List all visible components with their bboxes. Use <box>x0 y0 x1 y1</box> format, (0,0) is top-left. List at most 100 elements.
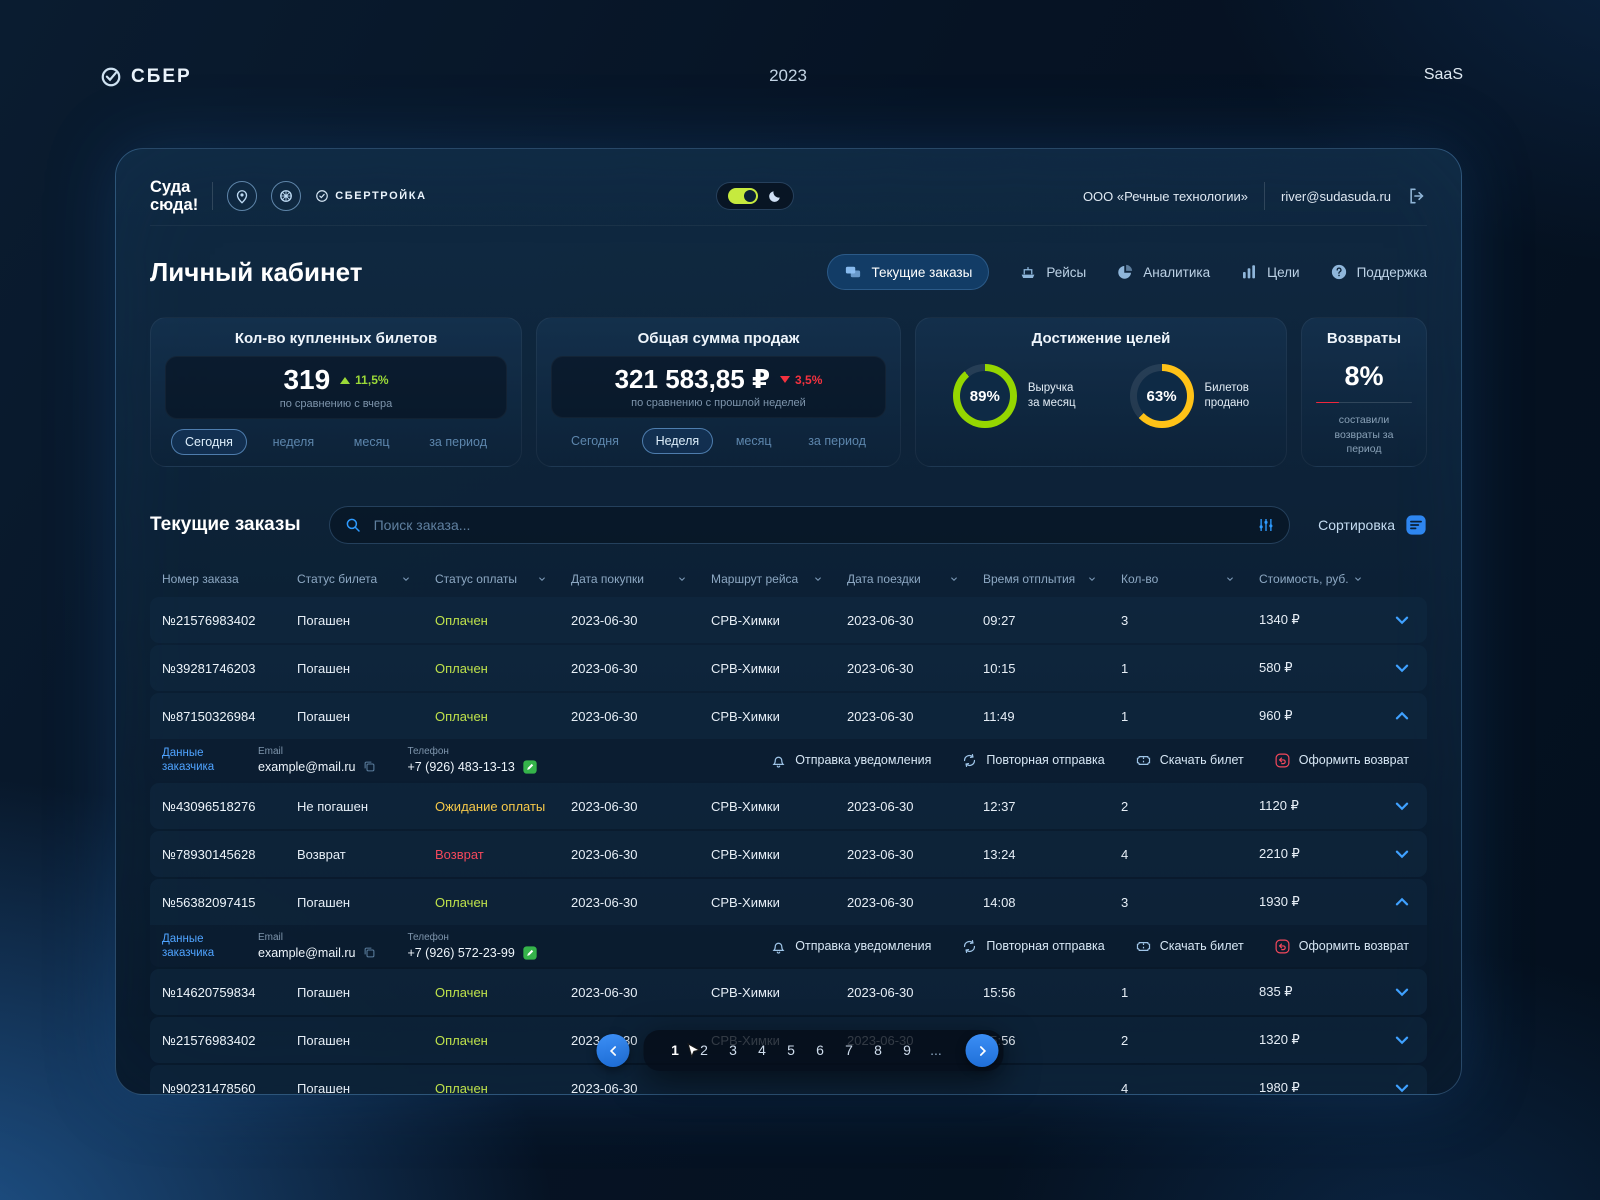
tab-analytics[interactable]: Аналитика <box>1116 263 1210 281</box>
expand-row-button[interactable] <box>1391 843 1413 865</box>
returns-stat-card: Возвраты 8% составили возвраты за период <box>1301 317 1427 467</box>
sort-control[interactable]: Сортировка <box>1318 514 1427 536</box>
column-header[interactable]: Дата поездки <box>847 572 983 586</box>
copy-icon[interactable] <box>362 759 377 774</box>
expand-row-button[interactable] <box>1391 609 1413 631</box>
page-1[interactable]: 1 <box>662 1034 689 1067</box>
order-row[interactable]: №14620759834 Погашен Оплачен 2023-06-30 СРВ-… <box>150 969 1427 1015</box>
expand-row-button[interactable] <box>1391 795 1413 817</box>
action-refund[interactable]: Оформить возврат <box>1274 752 1409 769</box>
purchase-date: 2023-06-30 <box>571 846 638 862</box>
expand-row-button[interactable] <box>1391 1077 1413 1094</box>
page-ellipsis: ... <box>923 1034 950 1067</box>
prev-page-button[interactable] <box>596 1034 630 1067</box>
price: 2210 ₽ <box>1259 846 1300 861</box>
expand-row-button[interactable] <box>1391 981 1413 1003</box>
column-header[interactable]: Статус билета <box>297 572 435 586</box>
order-row[interactable]: №78930145628 Возврат Возврат 2023-06-30 СРВ-… <box>150 831 1427 877</box>
order-number: №43096518276 <box>162 798 256 814</box>
page-4[interactable]: 4 <box>749 1034 776 1067</box>
column-header[interactable]: Дата покупки <box>571 572 711 586</box>
filter-icon[interactable] <box>1257 516 1275 534</box>
tickets-period-2[interactable]: месяц <box>340 429 404 455</box>
bell-icon <box>770 752 787 769</box>
bell-icon <box>770 938 787 955</box>
quantity: 1 <box>1121 708 1129 724</box>
toggle-switch[interactable] <box>727 188 758 204</box>
quantity: 4 <box>1121 1080 1129 1095</box>
next-page-button[interactable] <box>965 1034 999 1067</box>
collapse-row-button[interactable] <box>1391 891 1413 913</box>
collapse-row-button[interactable] <box>1391 705 1413 727</box>
order-row[interactable]: №39281746203 Погашен Оплачен 2023-06-30 СРВ-… <box>150 645 1427 691</box>
order-row[interactable]: №56382097415 Погашен Оплачен 2023-06-30 СРВ-… <box>150 879 1427 925</box>
return-icon <box>1274 752 1291 769</box>
column-header[interactable]: Время отплытия <box>983 572 1121 586</box>
goals-title: Достижение целей <box>1031 330 1171 347</box>
page-9[interactable]: 9 <box>894 1034 921 1067</box>
expand-row-button[interactable] <box>1391 657 1413 679</box>
column-header[interactable]: Стоимость, руб. <box>1259 572 1387 586</box>
action-resend[interactable]: Повторная отправка <box>961 938 1105 955</box>
action-refund[interactable]: Оформить возврат <box>1274 938 1409 955</box>
payment-status: Оплачен <box>435 708 488 724</box>
action-label: Оформить возврат <box>1298 939 1409 953</box>
page-2[interactable]: 2 <box>691 1034 718 1067</box>
moon-icon <box>767 189 782 204</box>
order-row[interactable]: №43096518276 Не погашен Ожидание оплаты 202… <box>150 783 1427 829</box>
action-download-ticket[interactable]: Скачать билет <box>1135 938 1244 955</box>
sales-period-0[interactable]: Сегодня <box>557 428 633 454</box>
nav-tabs: Текущие заказы Рейсы Аналитика Цели Поддержк… <box>827 254 1427 290</box>
tickets-title: Кол-во купленных билетов <box>234 330 438 347</box>
edit-icon[interactable] <box>522 945 538 961</box>
edit-icon[interactable] <box>522 759 538 775</box>
order-number: №78930145628 <box>162 846 256 862</box>
expand-row-button[interactable] <box>1391 1029 1413 1051</box>
column-header[interactable]: Статус оплаты <box>435 572 571 586</box>
purchase-date: 2023-06-30 <box>571 984 638 1000</box>
order-search[interactable] <box>328 506 1291 544</box>
dashboard-card: Суда сюда! СБЕРТРОЙКА ООО «Речные технол… <box>115 148 1462 1095</box>
sales-period-3[interactable]: за период <box>794 428 880 454</box>
action-notify[interactable]: Отправка уведомления <box>770 938 931 955</box>
purchase-date: 2023-06-30 <box>571 708 638 724</box>
action-resend[interactable]: Повторная отправка <box>961 752 1105 769</box>
customer-phone-block: Телефон +7 (926) 483-13-13 <box>407 746 537 775</box>
order-row[interactable]: №87150326984 Погашен Оплачен 2023-06-30 СРВ-… <box>150 693 1427 739</box>
page-3[interactable]: 3 <box>720 1034 747 1067</box>
action-label: Скачать билет <box>1159 939 1244 953</box>
order-detail-row: Данные заказчика Email example@mail.ru Теле… <box>150 925 1427 967</box>
copy-icon[interactable] <box>362 945 377 960</box>
page-6[interactable]: 6 <box>807 1034 834 1067</box>
ticket-status: Погашен <box>297 708 351 724</box>
tab-trips[interactable]: Рейсы <box>1019 263 1086 281</box>
page-8[interactable]: 8 <box>865 1034 892 1067</box>
tab-support[interactable]: Поддержка <box>1330 263 1427 281</box>
tab-goals[interactable]: Цели <box>1240 263 1300 281</box>
column-header[interactable]: Маршрут рейса <box>711 572 847 586</box>
detail-value: +7 (926) 483-13-13 <box>407 759 515 774</box>
page-5[interactable]: 5 <box>778 1034 805 1067</box>
order-row[interactable]: №21576983402 Погашен Оплачен 2023-06-30 СРВ-… <box>150 597 1427 643</box>
tickets-period-1[interactable]: неделя <box>259 429 328 455</box>
sales-period-1[interactable]: Неделя <box>641 428 714 454</box>
logout-button[interactable] <box>1407 186 1427 206</box>
sales-period-2[interactable]: месяц <box>722 428 786 454</box>
tickets-period-0[interactable]: Сегодня <box>171 429 247 455</box>
column-header[interactable]: Кол-во <box>1121 572 1259 586</box>
search-input[interactable] <box>371 516 1248 534</box>
order-number: №21576983402 <box>162 1032 256 1048</box>
tickets-period-3[interactable]: за период <box>415 429 501 455</box>
action-notify[interactable]: Отправка уведомления <box>770 752 931 769</box>
ticket-icon <box>1135 938 1152 955</box>
sort-chevron-icon <box>677 574 687 584</box>
sbertroika-label: СБЕРТРОЙКА <box>335 190 427 202</box>
tab-label: Аналитика <box>1143 264 1211 280</box>
page-7[interactable]: 7 <box>836 1034 863 1067</box>
goal-item-0: 89% Выручка за месяц <box>952 364 1076 428</box>
theme-toggle[interactable] <box>715 182 794 210</box>
detail-label: Телефон <box>407 931 449 943</box>
action-download-ticket[interactable]: Скачать билет <box>1135 752 1244 769</box>
detail-label: Email <box>258 932 284 943</box>
tab-current-orders[interactable]: Текущие заказы <box>827 254 990 290</box>
